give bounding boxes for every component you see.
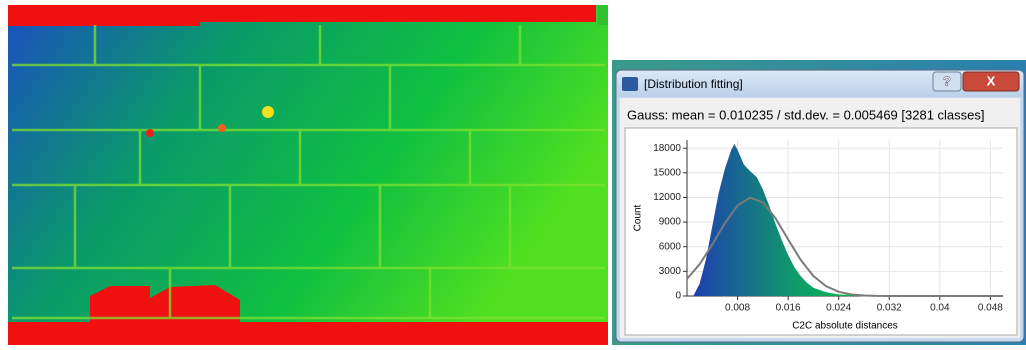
y-tick-label: 15000 — [653, 167, 681, 178]
y-tick-label: 3000 — [659, 266, 682, 277]
spot — [262, 106, 274, 118]
app-icon — [622, 77, 638, 91]
point-cloud-image — [8, 5, 608, 345]
x-axis-label: C2C absolute distances — [792, 321, 898, 332]
y-tick-label: 0 — [675, 291, 681, 302]
plot-panel — [625, 128, 1017, 335]
x-tick-label: 0.032 — [877, 303, 902, 314]
y-tick-label: 6000 — [659, 241, 682, 252]
y-tick-label: 9000 — [659, 217, 682, 228]
x-tick-label: 0.008 — [725, 303, 750, 314]
heading: Gauss: mean = 0.010235 / std.dev. = 0.00… — [627, 107, 985, 122]
close-label[interactable]: X — [987, 73, 996, 88]
x-tick-label: 0.016 — [776, 303, 801, 314]
x-tick-label: 0.024 — [826, 303, 851, 314]
help-label[interactable]: ? — [943, 73, 951, 88]
spot — [218, 124, 226, 132]
edge — [598, 5, 608, 25]
y-axis-label: Count — [633, 204, 644, 231]
y-tick-label: 18000 — [653, 143, 681, 154]
y-tick-label: 12000 — [653, 192, 681, 203]
x-tick-label: 0.048 — [978, 303, 1003, 314]
page: {"window": {"title": "[Distribution fitt… — [0, 0, 1026, 345]
window-title: [Distribution fitting] — [644, 77, 743, 91]
spot — [146, 129, 154, 137]
x-tick-label: 0.04 — [930, 303, 950, 314]
screenshot: [Distribution fitting] ? X Gauss: mean =… — [0, 0, 1026, 345]
